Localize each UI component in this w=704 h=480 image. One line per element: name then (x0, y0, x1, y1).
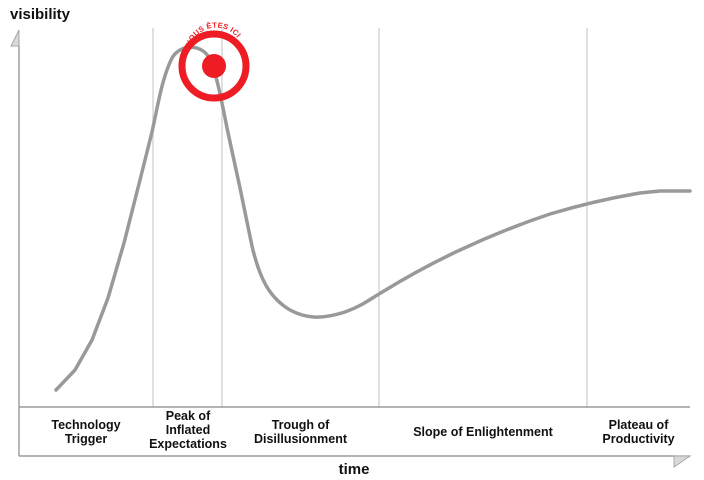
phase-trough-of-disillusionment: Trough of Disillusionment (222, 410, 379, 454)
phase-label: Slope of Enlightenment (413, 425, 553, 439)
you-are-here-marker: VOUS ÊTES ICI (178, 20, 250, 102)
hype-curve (54, 45, 692, 392)
phase-label: Plateau of Productivity (602, 418, 675, 446)
y-axis-arrow (10, 29, 20, 47)
phase-slope-of-enlightenment: Slope of Enlightenment (379, 410, 587, 454)
phase-peak-of-inflated-expectations: Peak of Inflated Expectations (140, 408, 236, 452)
x-axis-label: time (338, 461, 370, 478)
phase-label: Trough of Disillusionment (253, 418, 348, 446)
phase-label: Peak of Inflated Expectations (149, 409, 227, 451)
phase-plateau-of-productivity: Plateau of Productivity (587, 410, 690, 454)
phase-dividers (152, 28, 588, 407)
x-axis-arrow (673, 455, 692, 468)
y-axis-label: visibility (10, 6, 71, 23)
marker-ring (178, 30, 250, 102)
phase-technology-trigger: Technology Trigger (19, 410, 153, 454)
phase-label: Technology Trigger (51, 418, 121, 446)
marker-dot (202, 54, 226, 78)
